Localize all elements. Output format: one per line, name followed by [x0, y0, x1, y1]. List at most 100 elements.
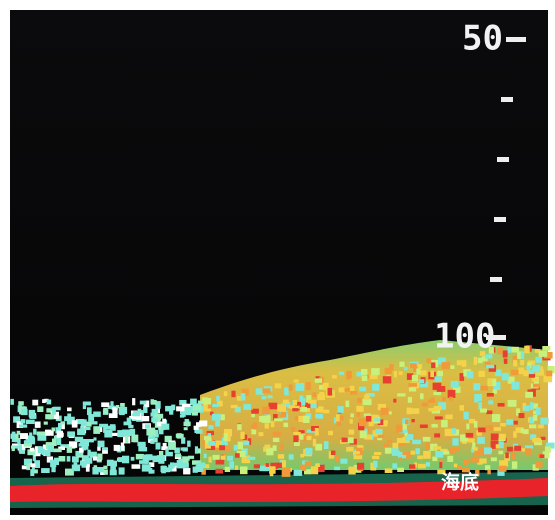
echo-speckle — [171, 405, 175, 411]
echo-speckle — [30, 448, 35, 452]
echo-speckle — [18, 401, 24, 405]
echo-speckle — [204, 454, 207, 459]
echo-speckle — [433, 424, 436, 428]
echo-speckle — [499, 466, 507, 472]
echo-speckle — [142, 416, 150, 421]
echo-speckle — [238, 442, 243, 450]
echo-speckle — [254, 464, 260, 468]
echo-speckle — [136, 454, 144, 460]
echo-speckle — [484, 447, 491, 454]
echo-speckle — [151, 417, 158, 422]
echo-speckle — [128, 425, 133, 428]
echo-speckle — [209, 457, 212, 463]
echo-speckle — [17, 439, 20, 444]
echo-speckle — [150, 440, 154, 444]
echo-speckle — [253, 409, 259, 413]
echo-speckle — [315, 378, 322, 382]
echo-speckle — [48, 446, 55, 453]
echo-speckle — [435, 416, 443, 419]
echo-speckle — [506, 419, 513, 425]
echo-speckle — [253, 422, 257, 429]
tick — [494, 217, 506, 222]
echo-speckle — [181, 437, 185, 444]
echo-speckle — [416, 369, 420, 375]
echo-speckle — [452, 448, 461, 451]
echo-speckle — [323, 383, 329, 387]
echo-speckle — [21, 419, 26, 424]
echo-speckle — [157, 455, 166, 461]
echo-speckle — [304, 435, 307, 441]
echo-speckle — [430, 371, 434, 377]
echo-speckle — [156, 443, 161, 450]
echo-speckle — [412, 375, 418, 382]
echo-speckle — [532, 365, 540, 373]
echo-speckle — [389, 364, 393, 371]
echo-speckle — [543, 376, 552, 383]
echo-speckle — [26, 463, 30, 470]
echo-speckle — [478, 358, 483, 364]
echo-speckle — [412, 419, 415, 422]
echo-speckle — [32, 400, 38, 406]
echo-speckle — [442, 397, 446, 401]
echo-speckle — [235, 453, 240, 458]
echo-speckle — [420, 370, 427, 375]
echo-speckle — [447, 456, 453, 462]
echo-speckle — [81, 419, 87, 426]
echo-speckle — [142, 464, 151, 471]
echo-speckle — [464, 412, 469, 420]
echo-speckle — [282, 470, 291, 477]
echo-speckle — [104, 469, 108, 474]
scale-label: 50 — [462, 19, 503, 59]
echo-speckle — [514, 446, 521, 451]
echo-speckle — [85, 427, 91, 430]
echo-speckle — [87, 450, 90, 456]
echo-speckle — [263, 467, 269, 472]
echo-speckle — [474, 400, 478, 403]
echo-speckle — [520, 360, 524, 365]
echo-speckle — [399, 457, 402, 460]
echo-speckle — [519, 413, 525, 418]
echo-speckle — [433, 392, 436, 395]
echo-speckle — [452, 438, 458, 445]
echo-speckle — [407, 408, 412, 415]
echo-speckle — [474, 357, 477, 365]
echo-speckle — [216, 396, 220, 401]
echo-speckle — [539, 351, 548, 357]
tick — [490, 277, 502, 282]
tick — [497, 157, 509, 162]
echo-speckle — [426, 462, 430, 467]
echo-speckle — [274, 418, 283, 421]
echo-speckle — [303, 416, 310, 423]
echo-speckle — [151, 428, 155, 433]
echo-speckle — [349, 430, 355, 435]
echo-speckle — [30, 415, 36, 419]
echo-speckle — [540, 418, 548, 425]
echo-speckle — [269, 466, 276, 474]
echo-speckle — [402, 455, 406, 458]
echo-speckle — [394, 451, 400, 455]
echo-speckle — [324, 441, 329, 449]
echo-speckle — [512, 453, 516, 460]
echo-speckle — [24, 444, 32, 447]
echo-speckle — [45, 430, 51, 433]
echo-speckle — [283, 400, 289, 404]
echo-speckle — [50, 460, 56, 468]
echo-speckle — [37, 406, 43, 412]
echo-speckle — [177, 433, 182, 438]
echo-speckle — [204, 436, 211, 440]
echo-speckle — [437, 371, 443, 376]
echo-speckle — [375, 429, 382, 434]
echo-speckle — [426, 443, 431, 450]
echo-speckle — [221, 414, 225, 420]
echo-speckle — [305, 461, 312, 466]
echo-speckle — [45, 414, 54, 419]
echo-speckle — [378, 435, 385, 439]
echo-speckle — [109, 413, 118, 418]
echo-speckle — [57, 431, 63, 438]
echo-speckle — [338, 406, 344, 413]
echo-speckle — [19, 424, 27, 427]
echo-speckle — [300, 454, 304, 458]
echo-speckle — [131, 435, 138, 443]
echo-speckle — [445, 415, 452, 420]
echo-speckle — [364, 394, 370, 399]
